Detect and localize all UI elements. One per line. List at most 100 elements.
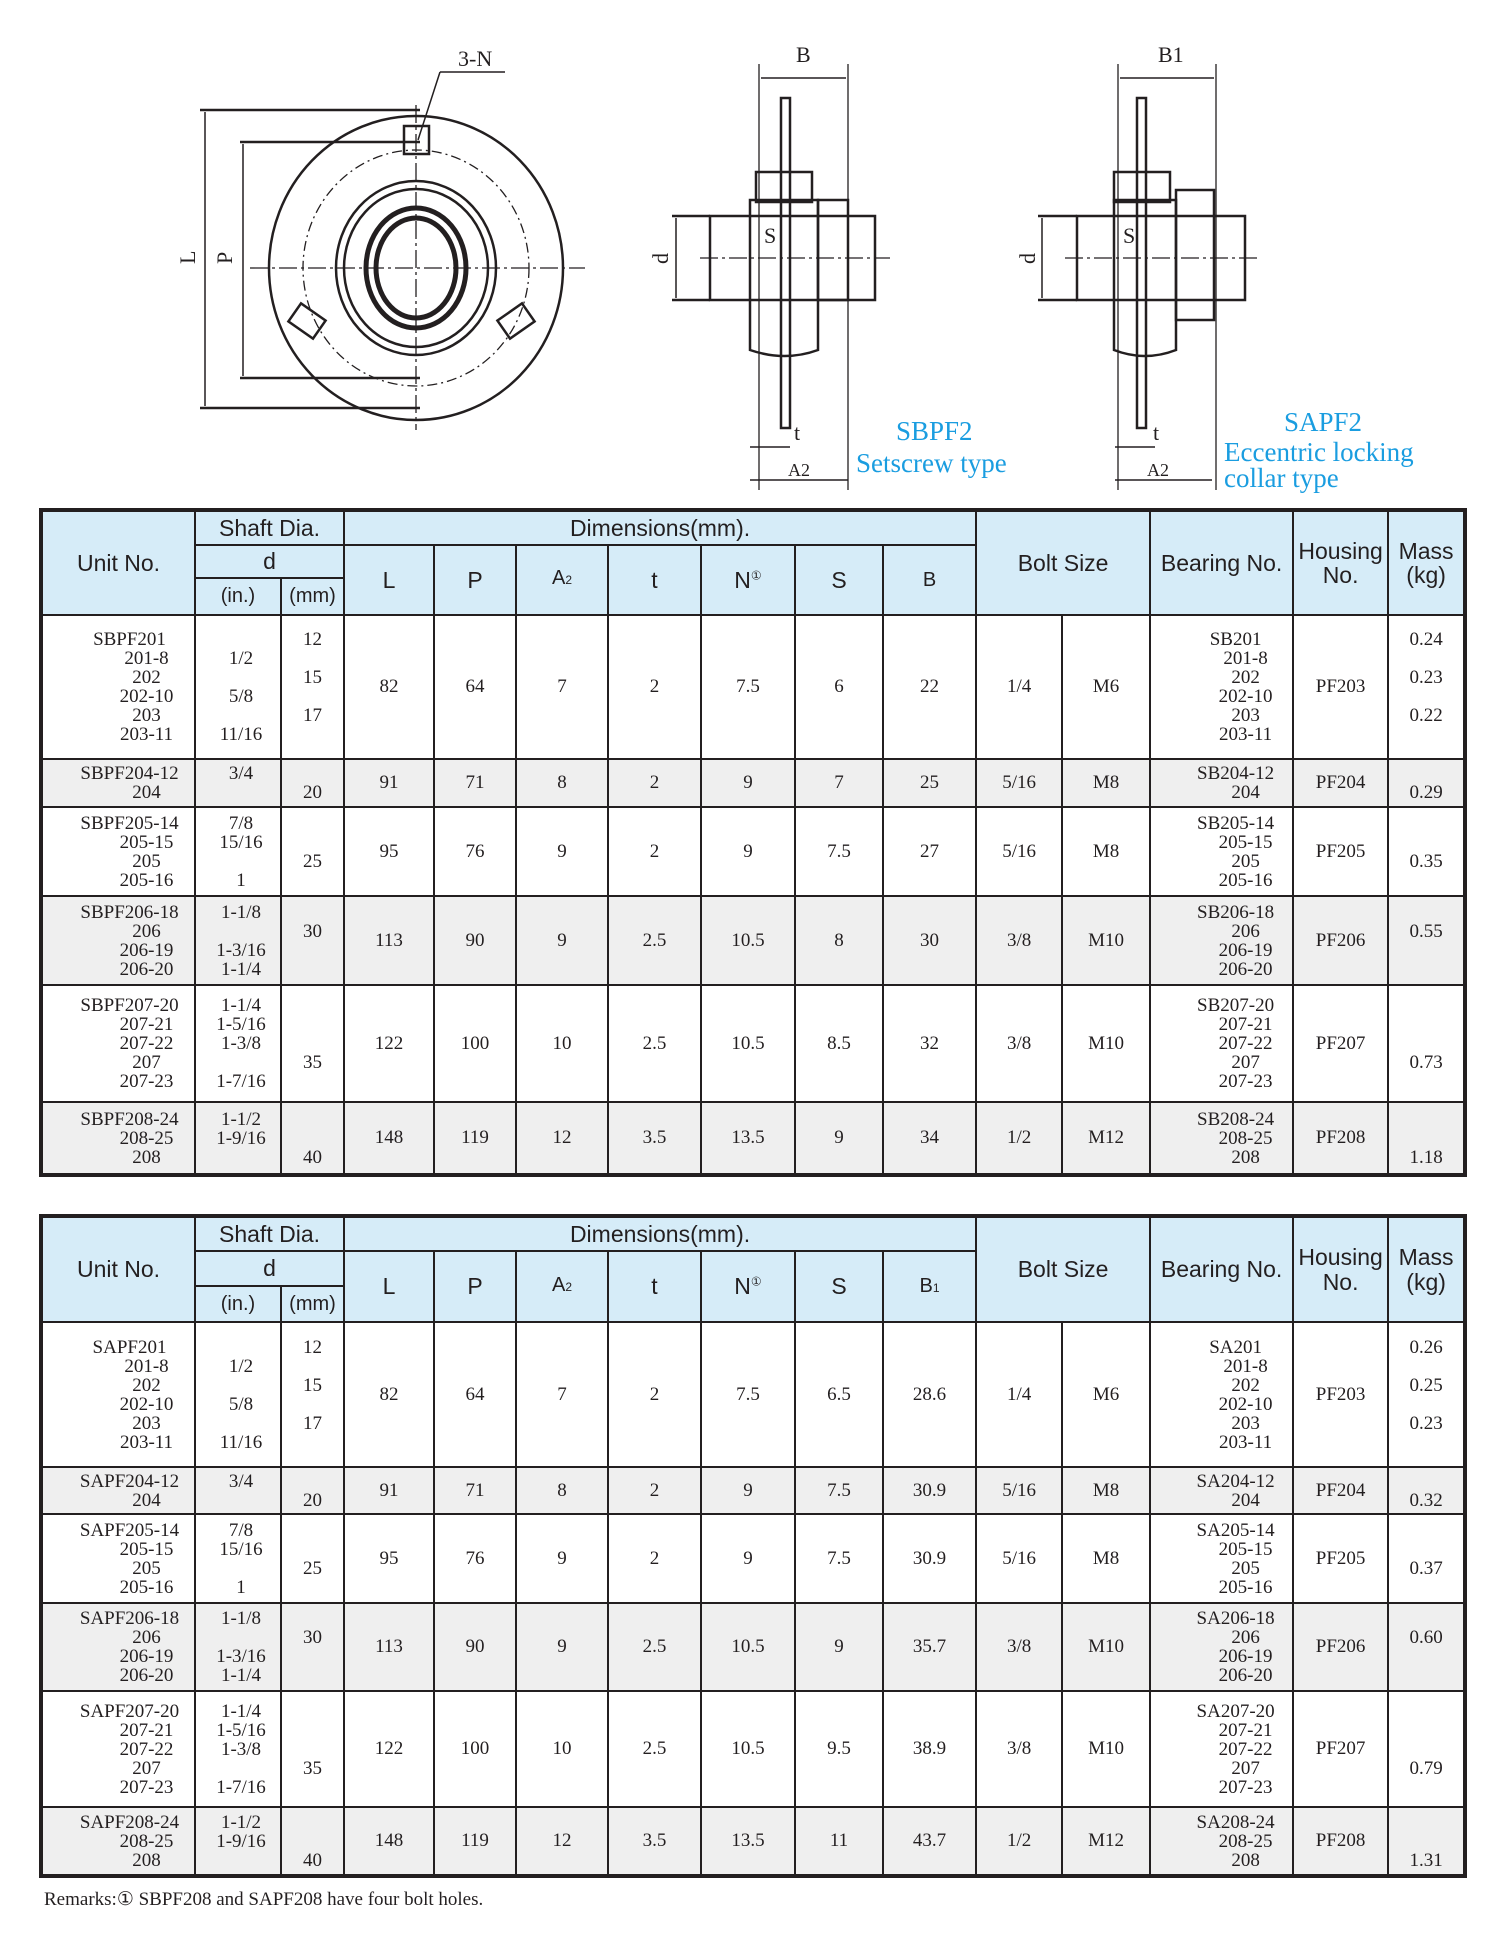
cell-bearing-no: SA208-24 208-25 208 xyxy=(1149,1806,1295,1877)
header-bolt-size: Bolt Size xyxy=(975,1215,1152,1323)
header-mass: Mass (kg) xyxy=(1387,509,1467,616)
header-in: (in.) xyxy=(194,577,282,616)
dim-a2-label-2: A2 xyxy=(1147,460,1169,480)
cell-l: 91 xyxy=(343,758,435,808)
header-unit-no: Unit No. xyxy=(40,1215,196,1323)
cell-bolt-metric: M8 xyxy=(1061,1513,1152,1604)
cell-a2: 12 xyxy=(515,1806,609,1877)
cell-p: 76 xyxy=(433,806,517,897)
cell-housing-no: PF208 xyxy=(1292,1806,1390,1877)
cell-bearing-no: SA207-20 207-21 207-22 207 207-23 xyxy=(1149,1690,1295,1808)
cell-shaft-in: 3/4 xyxy=(194,758,282,808)
cell-a2: 8 xyxy=(515,758,609,808)
cell-shaft-in: 1-1/8 1-3/16 1-1/4 xyxy=(194,1602,282,1692)
header-mm: (mm) xyxy=(280,577,345,616)
sapf-subtitle-line2: collar type xyxy=(1224,463,1339,493)
cell-shaft-mm: 40 xyxy=(280,1101,345,1176)
sbpf-title: SBPF2 xyxy=(896,416,973,446)
table-row: SBPF208-24 208-25 208 1-1/2 1-9/16 40 148 119 12… xyxy=(40,1101,1467,1176)
cell-bolt-metric: M10 xyxy=(1061,1690,1152,1808)
cell-bolt-in: 1/2 xyxy=(975,1101,1064,1176)
header-t: t xyxy=(607,1250,702,1323)
header-bolt-size: Bolt Size xyxy=(975,509,1152,616)
cell-l: 148 xyxy=(343,1101,435,1176)
cell-shaft-mm: 25 xyxy=(280,806,345,897)
cell-b1: 28.6 xyxy=(881,1321,978,1468)
cell-housing-no: PF206 xyxy=(1292,895,1390,986)
dim-a2-label: A2 xyxy=(788,460,810,480)
cell-unit-no: SBPF201 201-8 202 202-10 203 203-11 xyxy=(40,614,196,760)
header-shaft-dia: Shaft Dia. xyxy=(194,509,345,546)
header-dimensions: Dimensions(mm). xyxy=(342,509,978,546)
header-p: P xyxy=(433,544,517,616)
cell-p: 90 xyxy=(433,1602,517,1692)
cell-t: 2 xyxy=(607,758,702,808)
header-dimensions: Dimensions(mm). xyxy=(342,1215,978,1252)
cell-unit-no: SAPF208-24 208-25 208 xyxy=(40,1806,196,1877)
cell-shaft-in: 1-1/4 1-5/16 1-3/8 1-7/16 xyxy=(194,984,282,1103)
cell-housing-no: PF204 xyxy=(1292,758,1390,808)
cell-p: 76 xyxy=(433,1513,517,1604)
header-in: (in.) xyxy=(194,1285,282,1323)
cell-a2: 10 xyxy=(515,1690,609,1808)
cell-s: 6 xyxy=(794,614,884,760)
cell-s: 6.5 xyxy=(794,1321,884,1468)
cell-bearing-no: SA201 201-8 202 202-10 203 203-11 xyxy=(1149,1321,1295,1468)
cell-n: 10.5 xyxy=(700,984,796,1103)
cell-a2: 7 xyxy=(515,1321,609,1468)
cell-shaft-mm: 30 xyxy=(280,1602,345,1692)
cell-p: 100 xyxy=(433,984,517,1103)
cell-shaft-mm: 30 xyxy=(280,895,345,986)
cell-t: 2 xyxy=(607,1321,702,1468)
cell-shaft-in: 1/2 5/8 11/16 xyxy=(194,1321,282,1468)
cell-housing-no: PF204 xyxy=(1292,1466,1390,1515)
dim-d-label: d xyxy=(648,253,673,264)
cell-n: 9 xyxy=(700,1466,796,1515)
header-mass: Mass (kg) xyxy=(1387,1215,1467,1323)
cell-p: 119 xyxy=(433,1101,517,1176)
header-n: N① xyxy=(700,544,796,616)
cell-bolt-metric: M8 xyxy=(1061,1466,1152,1515)
cell-a2: 10 xyxy=(515,984,609,1103)
cell-shaft-in: 1-1/8 1-3/16 1-1/4 xyxy=(194,895,282,986)
cell-shaft-mm: 20 xyxy=(280,758,345,808)
header-d: d xyxy=(194,1250,345,1287)
header-b1: B1 xyxy=(881,1250,978,1323)
cell-b1: 35.7 xyxy=(881,1602,978,1692)
cell-l: 148 xyxy=(343,1806,435,1877)
cell-bolt-metric: M8 xyxy=(1061,806,1152,897)
cell-bearing-no: SB205-14 205-15 205 205-16 xyxy=(1149,806,1295,897)
cell-mass: 0.79 xyxy=(1387,1690,1467,1808)
cell-l: 82 xyxy=(343,1321,435,1468)
header-housing-no: Housing No. xyxy=(1292,1215,1390,1323)
cell-bolt-in: 3/8 xyxy=(975,895,1064,986)
cell-bolt-metric: M8 xyxy=(1061,758,1152,808)
footnote-mark: ① xyxy=(750,1274,762,1289)
table-row: SBPF207-20 207-21 207-22 207 207-23 1-1/4 1-5/… xyxy=(40,984,1467,1103)
cell-unit-no: SBPF207-20 207-21 207-22 207 207-23 xyxy=(40,984,196,1103)
cell-housing-no: PF206 xyxy=(1292,1602,1390,1692)
cell-s: 7 xyxy=(794,758,884,808)
cell-bearing-no: SA206-18 206 206-19 206-20 xyxy=(1149,1602,1295,1692)
cell-bearing-no: SB208-24 208-25 208 xyxy=(1149,1101,1295,1176)
cell-p: 71 xyxy=(433,1466,517,1515)
footnote-mark: ① xyxy=(750,568,762,583)
dim-b1-label: B1 xyxy=(1158,42,1184,67)
cell-bearing-no: SB201 201-8 202 202-10 203 203-11 xyxy=(1149,614,1295,760)
dim-t-label-2: t xyxy=(1153,420,1159,445)
cell-t: 2.5 xyxy=(607,1602,702,1692)
header-a2: A2 xyxy=(515,544,609,616)
cell-mass: 0.37 xyxy=(1387,1513,1467,1604)
cell-bearing-no: SB204-12 204 xyxy=(1149,758,1295,808)
cell-a2: 9 xyxy=(515,1602,609,1692)
sbpf-subtitle: Setscrew type xyxy=(856,448,1007,478)
cell-n: 9 xyxy=(700,806,796,897)
cell-b: 22 xyxy=(881,614,978,760)
cell-mass: 1.18 xyxy=(1387,1101,1467,1176)
dim-d-label-2: d xyxy=(1015,253,1040,264)
table-row: SBPF201 201-8 202 202-10 203 203-11 1/2 5/8 11/1… xyxy=(40,614,1467,760)
sapf-spec-table: Unit No. Shaft Dia. Dimensions(mm). Bolt Si… xyxy=(39,1214,1468,1878)
header-l: L xyxy=(343,544,435,616)
cell-bearing-no: SA205-14 205-15 205 205-16 xyxy=(1149,1513,1295,1604)
cell-s: 8 xyxy=(794,895,884,986)
